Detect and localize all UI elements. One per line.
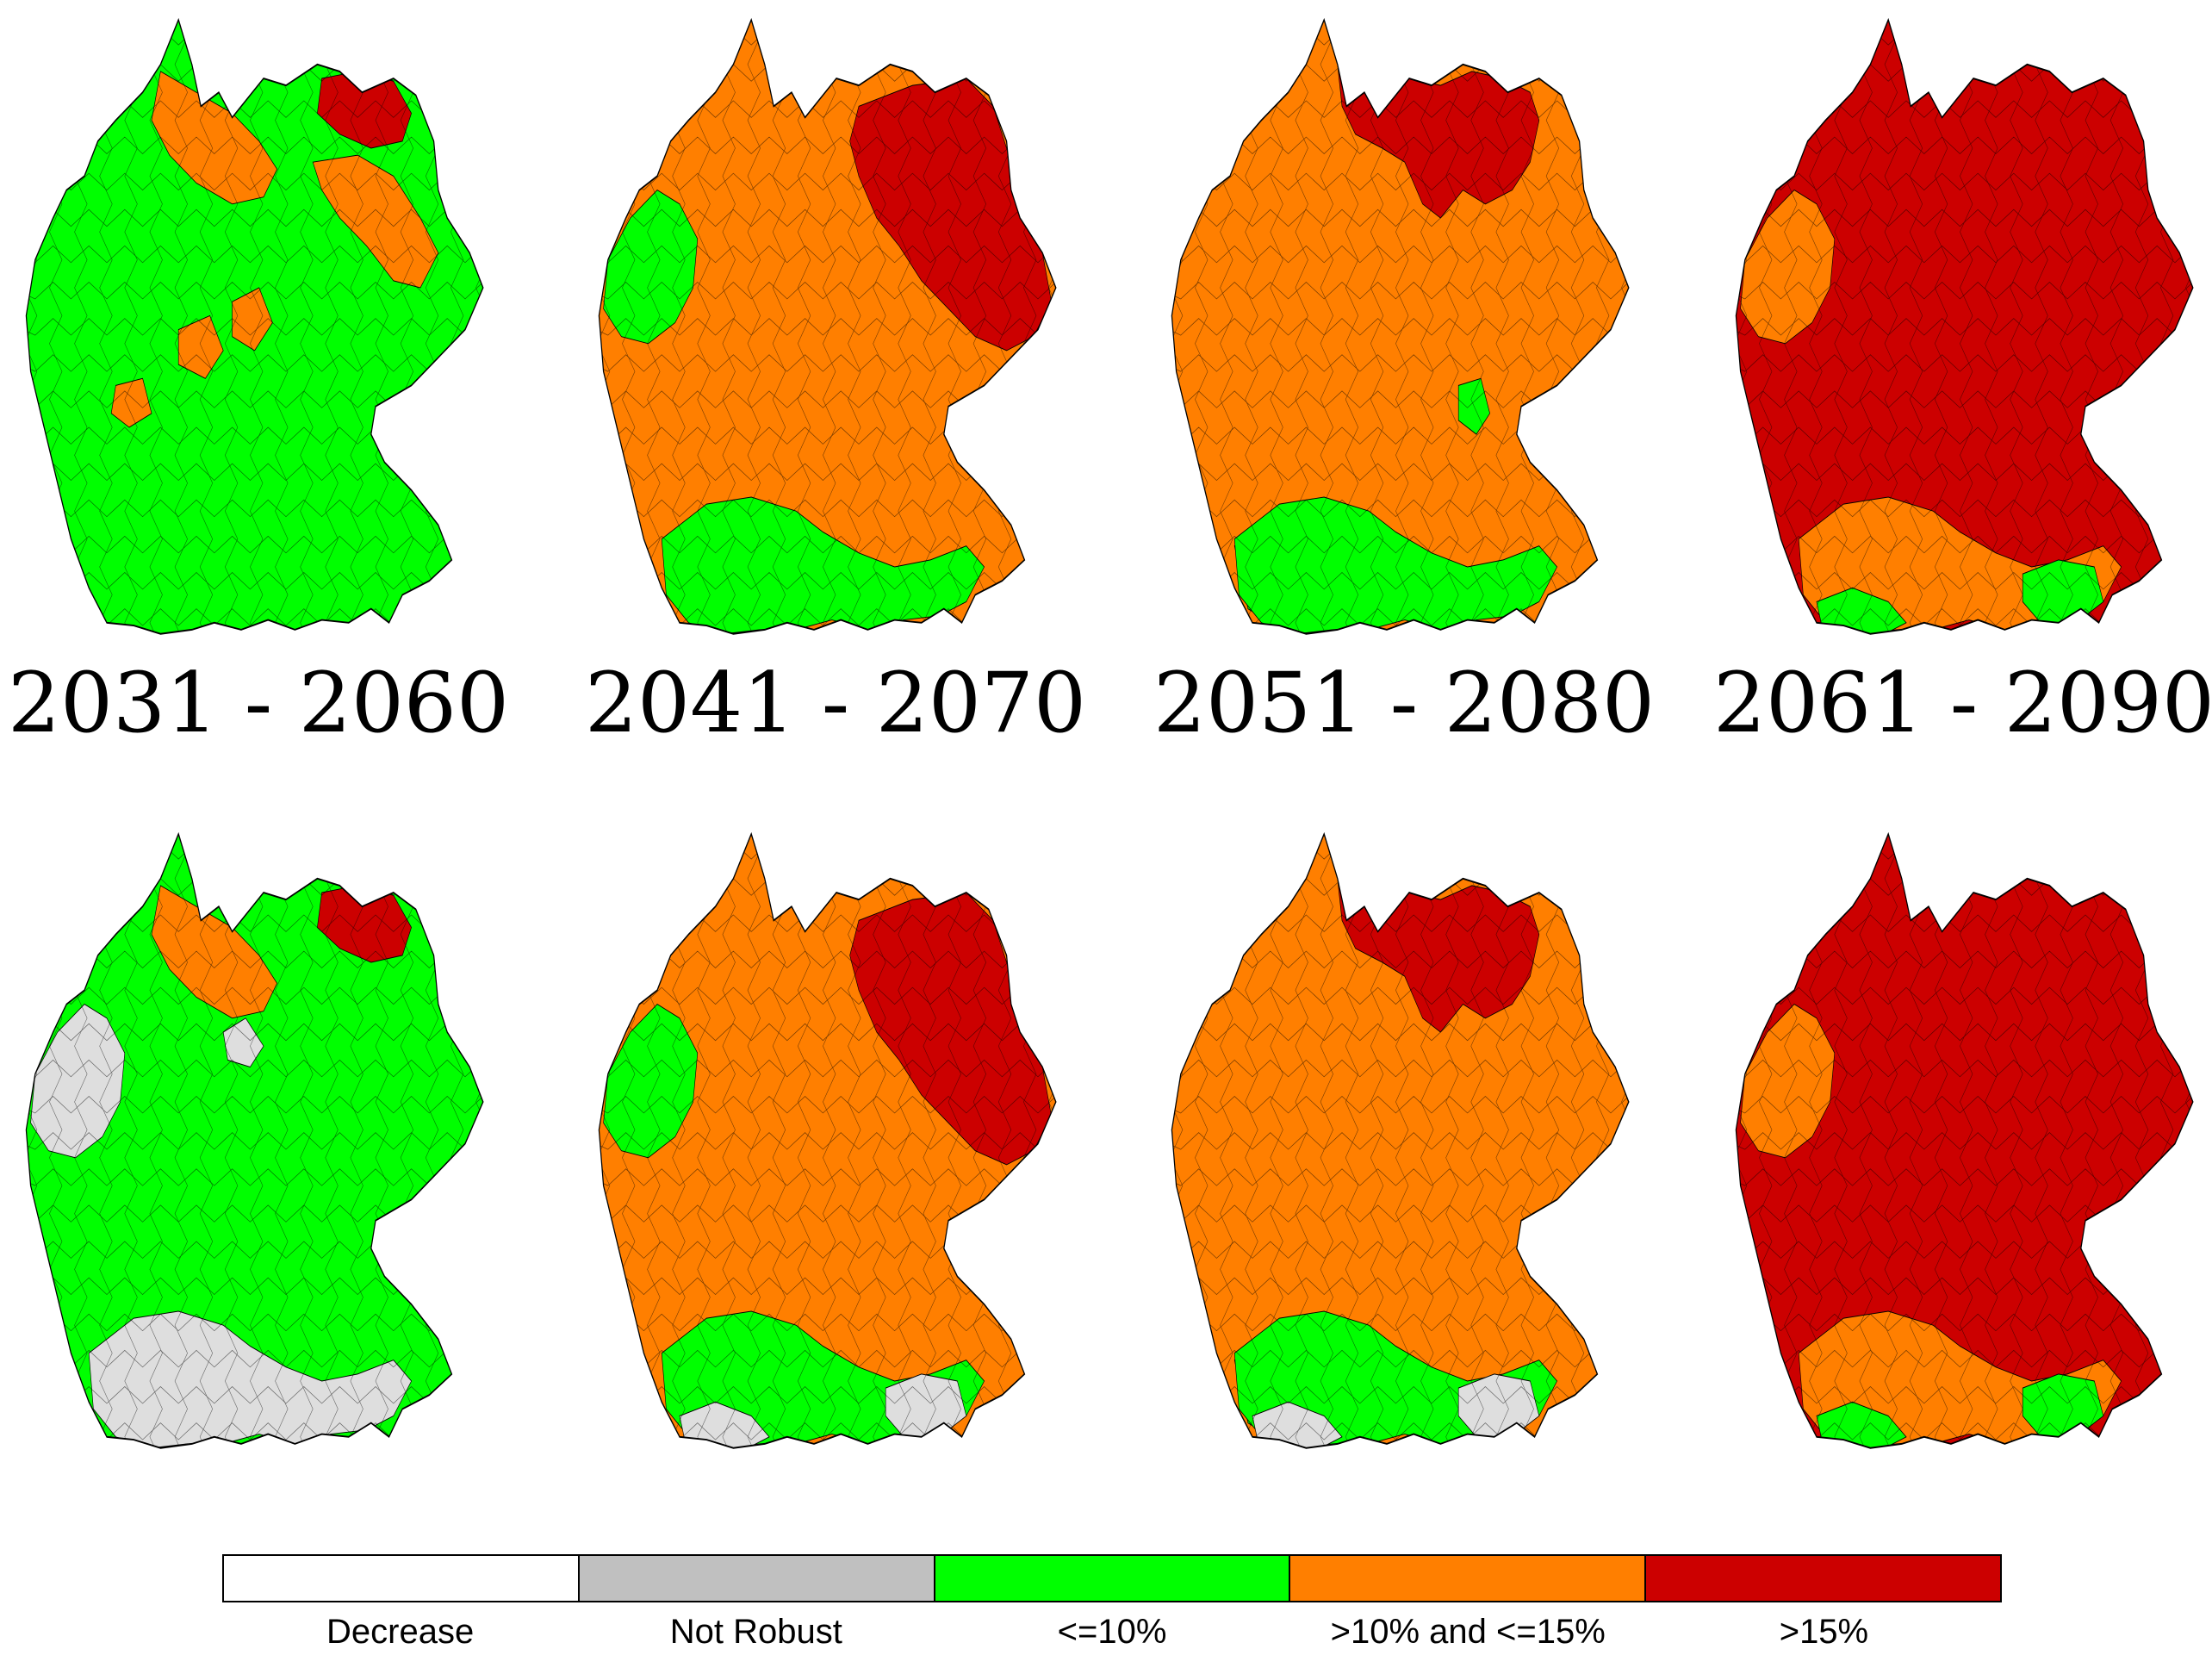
country-fill (26, 833, 483, 1448)
legend-swatch-decrease (224, 1556, 580, 1601)
legend-labels: Decrease Not Robust <=10% >10% and <=15%… (222, 1613, 2002, 1652)
legend-swatch-not-robust (579, 1556, 935, 1601)
country-outline (1171, 831, 1630, 1449)
region-south (661, 496, 985, 634)
map-top-2031-2060 (17, 9, 500, 655)
legend-label-decrease: Decrease (326, 1613, 475, 1651)
map-top-2061-2090 (1727, 9, 2209, 655)
country-outline (598, 831, 1057, 1449)
legend-swatch-10-15 (1290, 1556, 1647, 1601)
period-label-2: 2041 - 2070 (584, 655, 1087, 751)
map-top-2041-2070 (590, 9, 1072, 655)
map-bottom-2041-2070 (590, 823, 1072, 1469)
country-outline (1735, 17, 2194, 635)
map-bottom-2031-2060 (17, 823, 500, 1469)
map-top-2051-2080 (1163, 9, 1645, 655)
map-bottom-2051-2080 (1163, 823, 1645, 1469)
country-outline (25, 831, 484, 1449)
country-fill (1736, 833, 2193, 1448)
region-east-strip (312, 154, 439, 289)
legend-label-not-robust: Not Robust (669, 1613, 842, 1651)
region-south (1233, 496, 1558, 634)
map-bottom-2061-2090 (1727, 823, 2209, 1469)
region-north-patch (222, 1017, 264, 1068)
country-fill (1736, 19, 2193, 634)
region-south (88, 1310, 413, 1448)
legend-colorbar (222, 1554, 2002, 1602)
region-north-center (151, 71, 278, 205)
country-outline (598, 17, 1057, 635)
period-label-3: 2051 - 2080 (1153, 655, 1656, 751)
legend-label-gt15: >15% (1779, 1613, 1869, 1651)
country-outline (25, 17, 484, 635)
period-label-1: 2031 - 2060 (7, 655, 510, 751)
period-label-4: 2061 - 2090 (1712, 655, 2212, 751)
country-outline (1171, 17, 1630, 635)
legend-swatch-le10 (935, 1556, 1291, 1601)
legend-label-le10: <=10% (1057, 1613, 1167, 1651)
legend-swatch-gt15 (1646, 1556, 2000, 1601)
region-center-patches (110, 287, 273, 428)
country-outline (1735, 831, 2194, 1449)
legend-label-10-15: >10% and <=15% (1330, 1613, 1606, 1651)
region-north-center (151, 885, 278, 1019)
